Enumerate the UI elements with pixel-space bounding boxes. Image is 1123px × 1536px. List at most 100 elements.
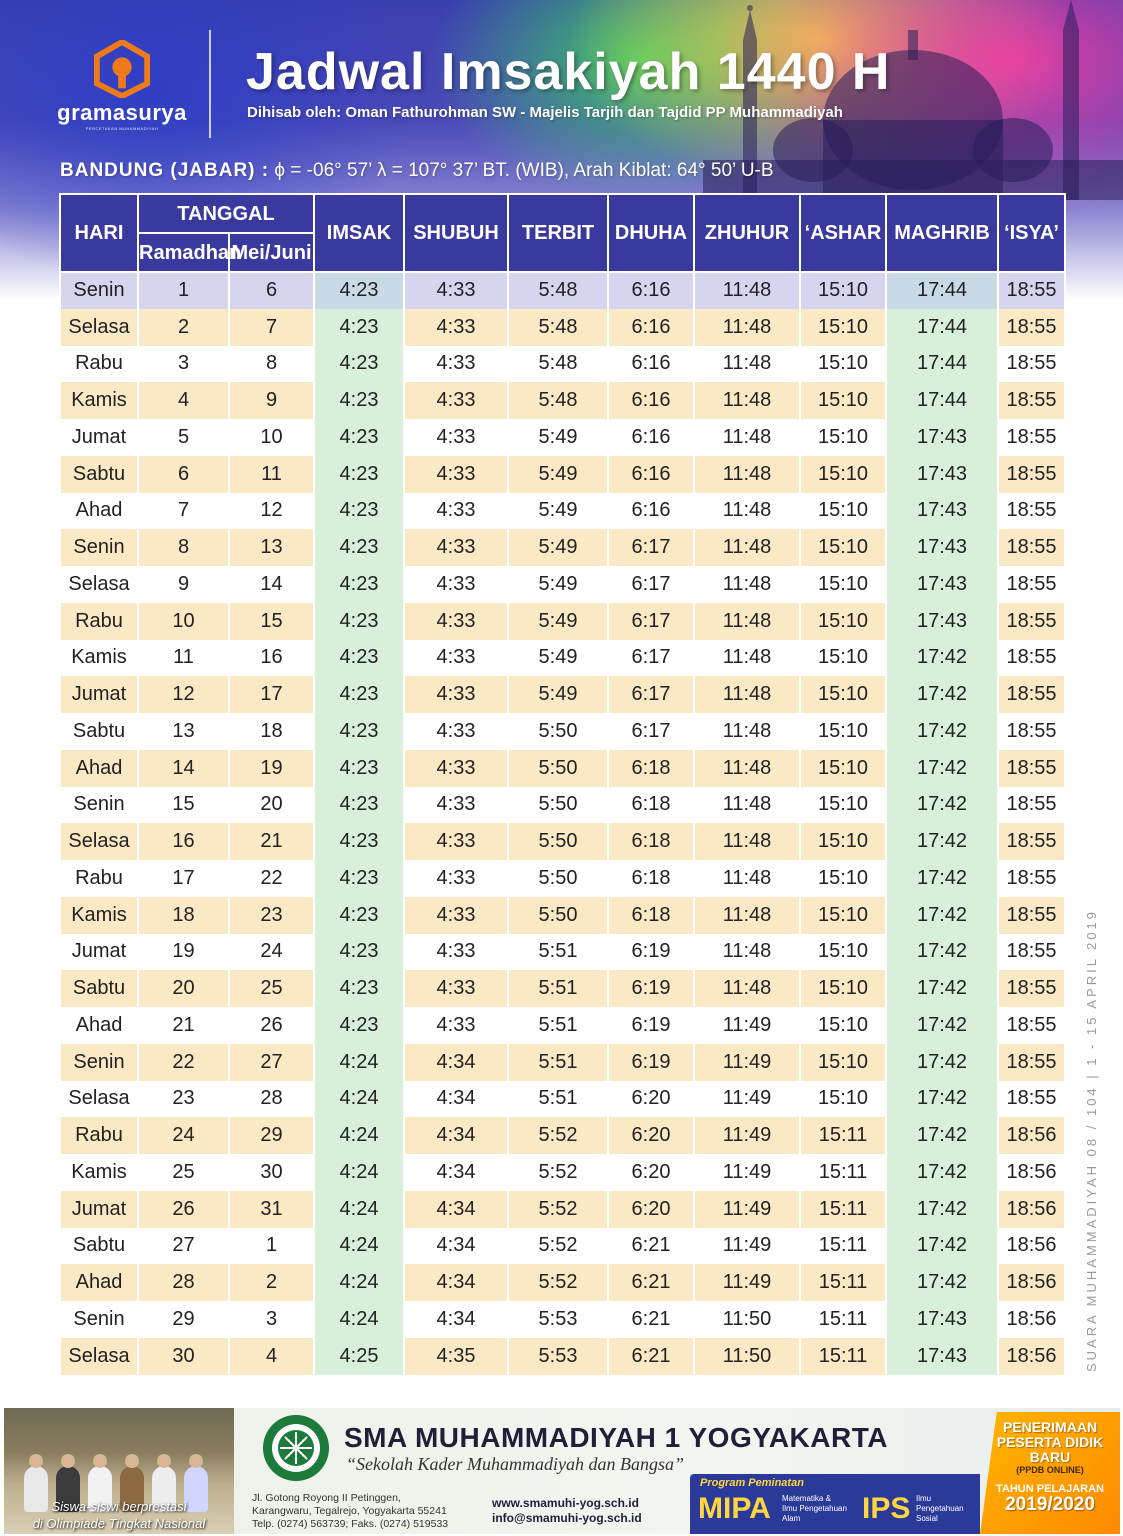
cell-maghrib: 17:43 [885, 455, 999, 493]
cell-hari: Sabtu [59, 1227, 139, 1265]
cell-imsak: 4:24 [313, 1301, 405, 1338]
cell-masehi: 15 [228, 602, 315, 640]
cell-zhuhur: 11:48 [693, 713, 801, 750]
cell-dhuha: 6:17 [607, 639, 695, 677]
cell-terbit: 5:49 [507, 639, 609, 677]
cell-masehi: 6 [228, 272, 315, 309]
cell-ramadhan: 5 [137, 419, 230, 456]
table-row: Senin 1 6 4:23 4:33 5:48 6:16 11:48 15:10 17:44 18… [59, 272, 1066, 309]
cell-masehi: 11 [228, 455, 315, 493]
table-row: Jumat 19 24 4:23 4:33 5:51 6:19 11:48 15:10 17:42… [59, 933, 1066, 971]
cell-isya: 18:55 [997, 676, 1066, 713]
cell-shubuh: 4:33 [403, 639, 509, 677]
cell-isya: 18:55 [997, 1043, 1066, 1081]
cell-ramadhan: 3 [137, 345, 230, 383]
cell-maghrib: 17:43 [885, 1301, 999, 1338]
cell-zhuhur: 11:48 [693, 602, 801, 640]
cell-terbit: 5:52 [507, 1264, 609, 1301]
cell-terbit: 5:50 [507, 860, 609, 897]
cell-shubuh: 4:34 [403, 1264, 509, 1301]
cell-shubuh: 4:33 [403, 933, 509, 971]
cell-ashar: 15:11 [799, 1154, 887, 1191]
cell-hari: Ahad [59, 1264, 139, 1301]
cell-maghrib: 17:44 [885, 345, 999, 383]
cell-ramadhan: 7 [137, 492, 230, 530]
cell-zhuhur: 11:49 [693, 1080, 801, 1118]
cell-isya: 18:55 [997, 933, 1066, 971]
ppdb-line-2: PESERTA DIDIK BARU [996, 1434, 1104, 1465]
cell-zhuhur: 11:48 [693, 749, 801, 787]
program-peminatan-box: Program Peminatan MIPA Matematika & Ilmu… [690, 1474, 980, 1534]
header-maghrib: MAGHRIB [885, 193, 999, 273]
address-line-2: Karangwaru, Tegalrejo, Yogyakarta 55241 [252, 1505, 447, 1517]
cell-masehi: 28 [228, 1080, 315, 1118]
cell-isya: 18:55 [997, 749, 1066, 787]
cell-ashar: 15:10 [799, 382, 887, 419]
ips-desc-3: Sosial [916, 1514, 938, 1523]
table-row: Kamis 4 9 4:23 4:33 5:48 6:16 11:48 15:10 17:44 18… [59, 382, 1066, 419]
cell-hari: Senin [59, 1043, 139, 1081]
cell-dhuha: 6:18 [607, 823, 695, 860]
cell-terbit: 5:52 [507, 1227, 609, 1265]
cell-ashar: 15:10 [799, 896, 887, 934]
cell-shubuh: 4:33 [403, 823, 509, 860]
school-email[interactable]: info@smamuhi-yog.sch.id [492, 1511, 642, 1525]
cell-masehi: 26 [228, 1007, 315, 1044]
cell-imsak: 4:23 [313, 308, 405, 346]
table-row: Senin 15 20 4:23 4:33 5:50 6:18 11:48 15:10 17:42… [59, 786, 1066, 824]
table-row: Jumat 26 31 4:24 4:34 5:52 6:20 11:49 15:11 17:42… [59, 1190, 1066, 1228]
cell-imsak: 4:23 [313, 272, 405, 309]
cell-zhuhur: 11:50 [693, 1337, 801, 1375]
cell-dhuha: 6:16 [607, 308, 695, 346]
cell-masehi: 10 [228, 419, 315, 456]
cell-zhuhur: 11:48 [693, 860, 801, 897]
cell-imsak: 4:23 [313, 933, 405, 971]
cell-hari: Jumat [59, 933, 139, 971]
cell-shubuh: 4:33 [403, 749, 509, 787]
table-row: Selasa 30 4 4:25 4:35 5:53 6:21 11:50 15:11 17:43… [59, 1337, 1066, 1375]
mipa-desc-3: Alam [782, 1514, 801, 1523]
cell-dhuha: 6:16 [607, 345, 695, 383]
cell-shubuh: 4:33 [403, 455, 509, 493]
cell-maghrib: 17:42 [885, 1264, 999, 1301]
cell-ashar: 15:10 [799, 676, 887, 713]
cell-dhuha: 6:16 [607, 419, 695, 456]
cell-maghrib: 17:42 [885, 860, 999, 897]
cell-isya: 18:56 [997, 1190, 1066, 1228]
cell-zhuhur: 11:50 [693, 1301, 801, 1338]
ips-desc-2: Pengetahuan [916, 1504, 964, 1513]
cell-terbit: 5:50 [507, 823, 609, 860]
cell-hari: Jumat [59, 1190, 139, 1228]
cell-isya: 18:56 [997, 1154, 1066, 1191]
cell-ramadhan: 1 [137, 272, 230, 309]
cell-isya: 18:56 [997, 1227, 1066, 1265]
imsakiyah-table: HARI TANGGAL IMSAK SHUBUH TERBIT DHUHA Z… [59, 193, 1066, 1375]
header-zhuhur: ZHUHUR [693, 193, 801, 273]
cell-hari: Selasa [59, 1080, 139, 1118]
cell-ashar: 15:11 [799, 1227, 887, 1265]
cell-ramadhan: 21 [137, 1007, 230, 1044]
school-website[interactable]: www.smamuhi-yog.sch.id [492, 1496, 639, 1510]
mipa-desc-1: Matematika & [782, 1494, 831, 1503]
cell-zhuhur: 11:49 [693, 1043, 801, 1081]
cell-dhuha: 6:18 [607, 860, 695, 897]
location-info: BANDUNG (JABAR) : ϕ = -06° 57’ λ = 107° … [60, 160, 774, 182]
school-name: SMA MUHAMMADIYAH 1 YOGYAKARTA [344, 1422, 888, 1453]
cell-masehi: 2 [228, 1264, 315, 1301]
cell-terbit: 5:49 [507, 455, 609, 493]
cell-ashar: 15:10 [799, 786, 887, 824]
cell-dhuha: 6:19 [607, 1043, 695, 1081]
cell-zhuhur: 11:49 [693, 1190, 801, 1228]
cell-isya: 18:55 [997, 860, 1066, 897]
cell-isya: 18:56 [997, 1337, 1066, 1375]
header-imsak: IMSAK [313, 193, 405, 273]
header-tanggal: TANGGAL [137, 193, 315, 234]
table-row: Senin 22 27 4:24 4:34 5:51 6:19 11:49 15:10 17:42… [59, 1043, 1066, 1081]
cell-masehi: 4 [228, 1337, 315, 1375]
table-row: Selasa 23 28 4:24 4:34 5:51 6:20 11:49 15:10 17:4… [59, 1080, 1066, 1118]
cell-masehi: 29 [228, 1117, 315, 1154]
header-banner: gramasurya PERCETAKAN MUHAMMADIYAH Jadwa… [0, 0, 1123, 300]
cell-shubuh: 4:35 [403, 1337, 509, 1375]
cell-imsak: 4:24 [313, 1043, 405, 1081]
ppdb-year: 2019/2020 [1005, 1494, 1095, 1515]
